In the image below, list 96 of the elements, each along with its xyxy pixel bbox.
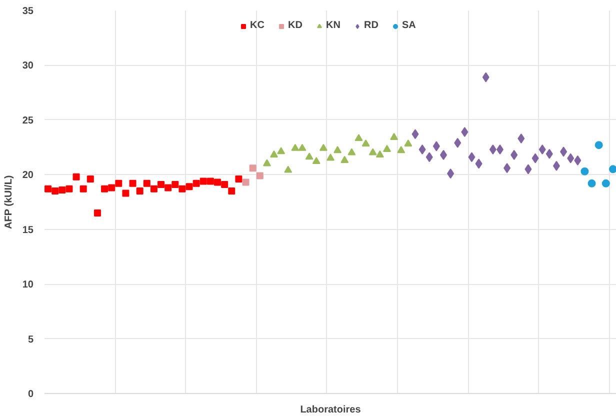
point [136,188,144,195]
point [608,165,616,174]
point [348,148,356,156]
point [143,180,150,187]
point [468,152,476,162]
y-axis-title: AFP (kUI/L) [3,175,14,229]
point [52,188,59,195]
point [86,176,94,183]
point [362,139,370,147]
point [249,164,256,172]
point [108,184,116,192]
point [326,154,334,161]
point [390,132,398,140]
x-axis-title: Laboratoires [300,404,362,416]
point [340,156,349,163]
point [538,144,546,154]
point [277,147,286,154]
point [412,129,419,140]
point [150,185,158,192]
point [164,184,172,192]
point [368,148,377,156]
point [560,146,568,157]
point [461,126,468,137]
legend-label: KC [250,20,266,31]
point [510,150,518,160]
y-tick-label: 0 [28,389,34,400]
point [418,144,426,154]
point [172,180,179,188]
point [567,153,574,164]
point [101,185,108,192]
point [440,150,447,160]
point [186,183,193,190]
point [594,141,603,150]
point [221,180,228,188]
point [228,188,236,195]
point [319,144,328,151]
point [284,166,292,173]
y-tick-label: 10 [22,280,34,291]
point [256,172,264,180]
point [158,180,165,188]
y-tick-label: 15 [22,224,34,236]
point [532,153,539,164]
point [475,158,482,169]
point [524,164,532,174]
point [580,167,589,176]
point [200,178,207,185]
point [305,152,314,160]
point [94,209,101,216]
legend-label: RD [364,20,380,31]
y-tick-label: 30 [22,60,34,72]
point [44,185,52,192]
point [404,139,412,147]
y-tick-label: 20 [22,170,34,182]
y-tick-label: 35 [22,6,34,17]
point [214,178,222,186]
legend-label: SA [402,20,417,31]
point [447,168,454,179]
point [72,173,80,180]
point [242,178,250,186]
point [376,150,384,158]
y-tick-label: 25 [22,115,34,126]
point [270,150,278,158]
point [552,160,560,171]
point [482,72,490,82]
point [66,185,73,192]
point [382,144,391,152]
point [546,148,553,159]
point [602,179,610,188]
legend-label: KD [288,20,304,31]
legend-label: KN [326,20,342,31]
point [80,185,87,192]
point [298,144,306,151]
point [122,190,130,197]
point [334,146,342,154]
point [518,134,525,144]
point [489,144,496,154]
point [178,185,186,192]
point [454,138,462,148]
point [206,178,214,185]
point [192,180,200,187]
point [354,134,363,142]
point [291,144,300,151]
point [58,186,66,194]
point [235,176,242,183]
point [504,163,511,174]
point [312,156,320,164]
point [432,141,440,152]
point [426,152,433,162]
point [588,179,596,188]
point [496,144,504,154]
point [115,180,122,187]
point [129,180,136,187]
point [574,155,582,166]
point [262,159,271,166]
point [397,146,406,154]
y-tick-label: 5 [28,334,34,346]
